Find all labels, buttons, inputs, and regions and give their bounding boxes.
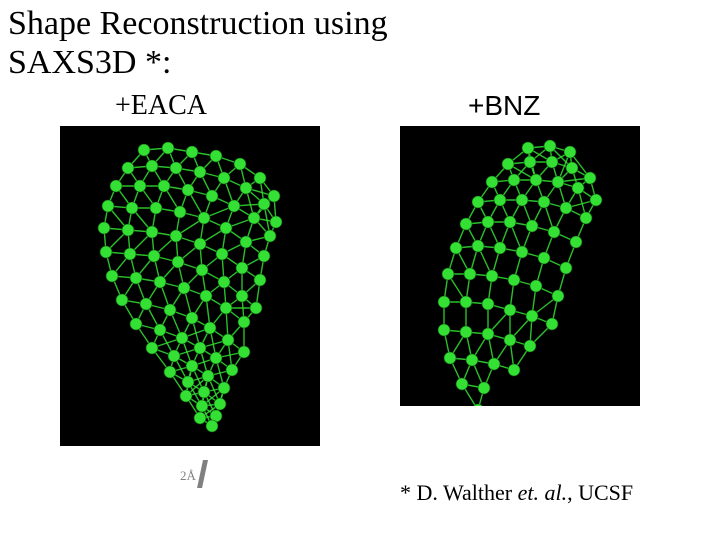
panel-eaca [60,126,320,446]
label-eaca: +EACA [115,90,207,122]
scalebar-bar [197,460,208,488]
panel-bnz [400,126,640,406]
network-eaca [60,126,320,446]
attribution-suffix: , UCSF [567,480,633,505]
scalebar: 2Å [168,460,208,488]
attribution: * D. Walther et. al., UCSF [400,480,633,506]
label-bnz: +BNZ [468,90,540,122]
attribution-prefix: * D. Walther [400,480,518,505]
slide: Shape Reconstruction using SAXS3D *: +EA… [0,0,720,540]
attribution-italic: et. al. [518,480,568,505]
network-bnz [400,126,640,406]
scalebar-label: 2Å [180,468,196,484]
slide-title: Shape Reconstruction using SAXS3D *: [8,4,388,82]
